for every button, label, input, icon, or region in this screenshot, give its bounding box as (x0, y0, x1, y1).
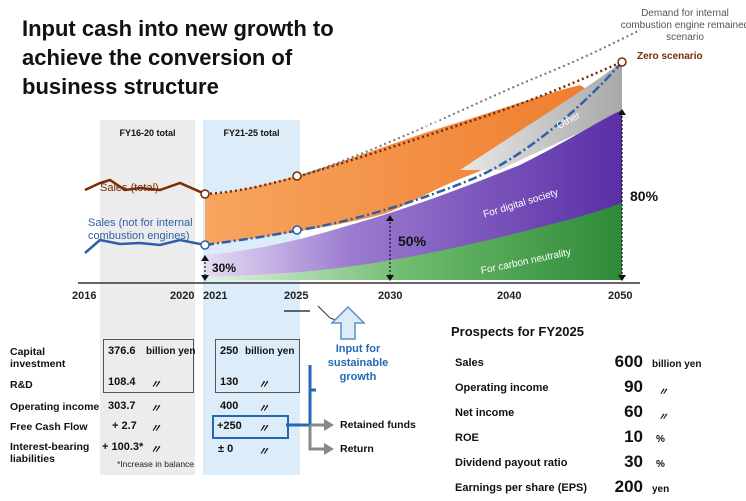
label-input-sustainable-growth: Input for sustainable growth (327, 343, 389, 383)
row-label-operating-income: Operating income (10, 401, 100, 413)
u1-operating-income: 〃 (150, 403, 161, 415)
u2-capital-investment: billion yen (245, 346, 295, 357)
year-2050: 2050 (608, 290, 633, 302)
u1-rnd: 〃 (150, 379, 161, 391)
v2-operating-income: 400 (220, 400, 239, 412)
prospect-unit-eps: yen (652, 484, 670, 495)
prospects-title: Prospects for FY2025 (451, 324, 584, 339)
marker-2021-sales (200, 189, 210, 199)
line-sales-total-projection (204, 60, 623, 196)
u2-interest-bearing: 〃 (258, 446, 269, 458)
fund-flow-arrows (286, 365, 334, 455)
year-2030: 2030 (378, 290, 403, 302)
label-retained-funds: Retained funds (340, 419, 416, 431)
year-2016: 2016 (72, 290, 97, 302)
v2-capital-investment: 250 (220, 345, 239, 357)
prospect-value-net-income: 60 (624, 402, 643, 421)
line-sales-total (84, 178, 206, 196)
prospect-value-dividend: 30 (624, 452, 643, 471)
prospect-value-eps: 200 (614, 477, 643, 496)
u1-interest-bearing: 〃 (150, 444, 161, 456)
prospect-unit-roe: % (656, 434, 665, 445)
v2-rnd: 130 (220, 376, 239, 388)
period-label-fy21-25: FY21-25 total (223, 128, 280, 138)
input-arrow-icon (330, 305, 366, 340)
prospect-label-operating-income: Operating income (455, 382, 549, 394)
label-zero-scenario: Zero scenario (637, 51, 703, 62)
prospect-value-operating-income: 90 (624, 377, 643, 396)
prospect-unit-operating-income: 〃 (658, 387, 668, 398)
growth-chart (78, 29, 641, 320)
share-2021: 30% (212, 261, 237, 275)
prospect-label-dividend: Dividend payout ratio (455, 457, 568, 469)
year-2020: 2020 (170, 290, 195, 302)
v1-interest-bearing: + 100.3* (102, 441, 144, 453)
year-2021: 2021 (203, 290, 228, 302)
line-sales-not-ice (84, 238, 206, 254)
area-carbon-neutrality (205, 203, 622, 280)
u1-free-cash-flow: 〃 (150, 423, 161, 435)
prospect-label-net-income: Net income (455, 407, 515, 419)
marker-2050 (617, 57, 627, 67)
prospect-value-roe: 10 (624, 427, 643, 446)
u2-rnd: 〃 (258, 379, 269, 391)
row-label-rnd: R&D (10, 379, 33, 391)
line-demand-remained (299, 29, 641, 177)
period-bg-fy16-20 (100, 120, 195, 475)
note-demand-remained: Demand for internal combustion engine re… (620, 8, 746, 43)
row-label-free-cash-flow: Free Cash Flow (10, 421, 88, 433)
share-2030: 50% (398, 233, 427, 249)
v2-free-cash-flow: +250 (217, 420, 242, 432)
prospect-label-roe: ROE (455, 432, 479, 444)
marker-2021-not-ice (200, 240, 210, 250)
v1-capital-investment: 376.6 (108, 345, 136, 357)
u2-operating-income: 〃 (258, 403, 269, 415)
v1-free-cash-flow: + 2.7 (112, 420, 137, 432)
v1-operating-income: 303.7 (108, 400, 136, 412)
box-fy16-20-invest (103, 339, 194, 393)
marker-2025-not-ice (292, 225, 302, 235)
u1-capital-investment: billion yen (146, 346, 196, 357)
prospect-value-sales: 600 (614, 352, 643, 371)
marker-2025-sales (292, 171, 302, 181)
area-other (460, 62, 622, 170)
box-fy21-25-invest (215, 339, 300, 393)
label-sales-not-ice: Sales (not for internal combustion engin… (88, 217, 193, 242)
area-internal-combustion (205, 85, 595, 245)
label-return: Return (340, 443, 374, 455)
period-label-fy16-20: FY16-20 total (119, 128, 176, 138)
prospect-label-sales: Sales (455, 357, 484, 369)
u2-free-cash-flow: 〃 (258, 423, 269, 435)
row-label-capital-investment: Capital investment (10, 346, 66, 370)
prospect-unit-dividend: % (656, 459, 665, 470)
v2-interest-bearing: ± 0 (218, 443, 234, 455)
v1-rnd: 108.4 (108, 376, 136, 388)
prospect-unit-net-income: 〃 (658, 412, 668, 423)
row-label-interest-bearing: Interest-bearing liabilities (10, 441, 90, 465)
year-2040: 2040 (497, 290, 522, 302)
label-sales-total: Sales (total) (100, 182, 159, 194)
share-2050: 80% (630, 188, 659, 204)
year-2025: 2025 (284, 290, 309, 302)
page-title: Input cash into new growth to achieve th… (22, 16, 334, 99)
footnote-increase: *Increase in balance (117, 459, 195, 469)
line-sales-not-ice-projection (204, 61, 623, 247)
box-fcf (212, 415, 289, 439)
prospect-label-eps: Earnings per share (EPS) (455, 482, 588, 494)
prospect-unit-sales: billion yen (652, 359, 702, 370)
